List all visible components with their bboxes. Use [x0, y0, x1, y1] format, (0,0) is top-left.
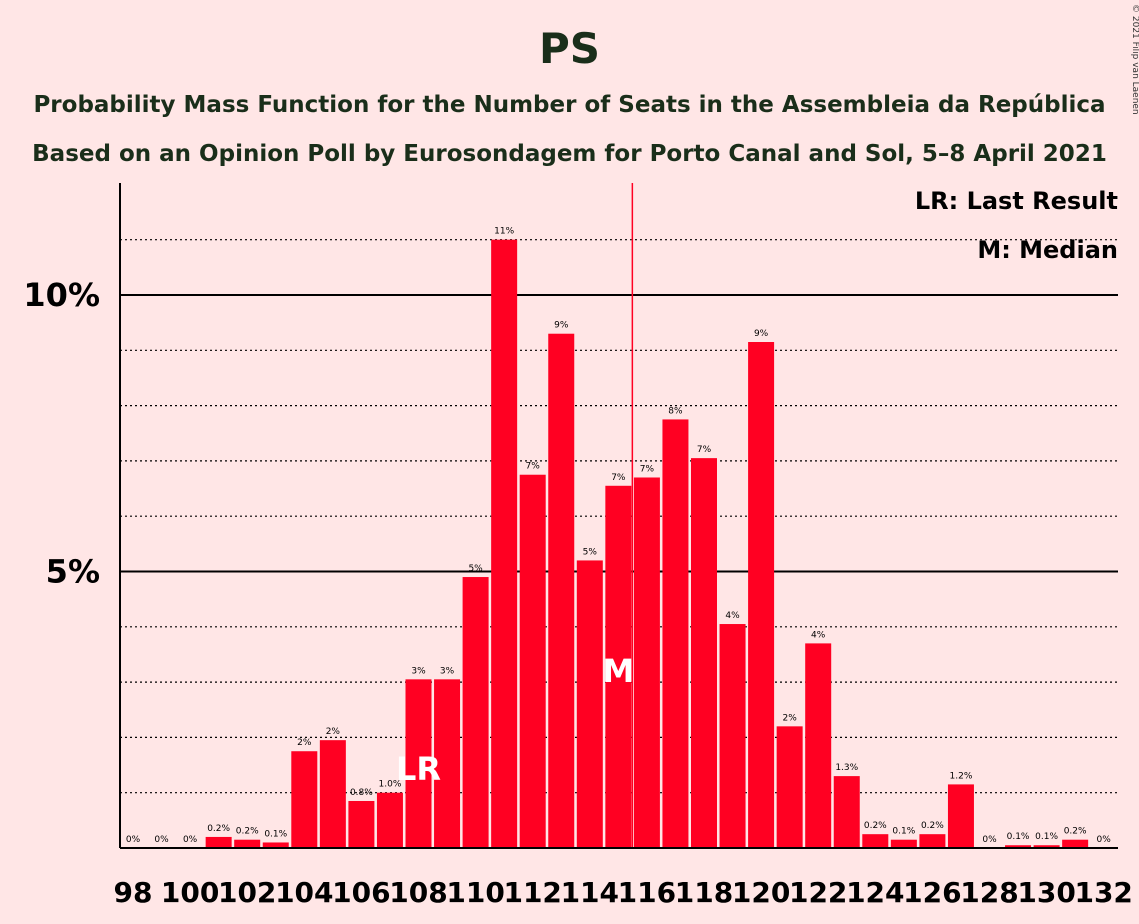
data-label-121: 2%	[783, 713, 798, 723]
data-label-112: 7%	[526, 462, 541, 472]
y-axis: 5% 10%	[23, 183, 121, 848]
bar-110	[462, 577, 489, 848]
data-label-132: 0%	[1097, 835, 1112, 845]
chart-subtitle-1: Probability Mass Function for the Number…	[33, 92, 1105, 118]
bar-101	[205, 836, 232, 848]
y-tick-label-10: 10%	[23, 276, 100, 314]
data-label-119: 4%	[725, 611, 740, 621]
data-label-100: 0%	[183, 835, 198, 845]
x-tick-label-114: 114	[561, 876, 619, 909]
bar-129	[1005, 845, 1032, 848]
data-label-129: 0.1%	[1007, 832, 1030, 842]
data-label-106: 0.8%	[350, 788, 373, 798]
data-label-120: 9%	[754, 329, 769, 339]
bar-116	[633, 477, 660, 848]
x-tick-label-124: 124	[846, 876, 904, 909]
bars	[205, 239, 1089, 849]
annotations: 0% 0% 0% 0.2% 0.2% 0.1% 2% 2% 0.8% 1.0% 3% 3% 5% 11% 7…	[126, 183, 1111, 848]
data-label-118: 7%	[697, 445, 712, 455]
x-tick-label-120: 120	[732, 876, 790, 909]
bar-125	[890, 839, 917, 848]
bar-111	[491, 239, 518, 848]
legend-last-result: LR: Last Result	[915, 187, 1118, 215]
data-label-124: 0.2%	[864, 821, 887, 831]
median-marker: M	[602, 652, 634, 690]
x-tick-label-118: 118	[675, 876, 733, 909]
chart-subtitle-2: Based on an Opinion Poll by Eurosondagem…	[32, 141, 1107, 167]
data-label-125: 0.1%	[892, 827, 915, 837]
x-tick-label-100: 100	[161, 876, 219, 909]
data-label-110: 5%	[468, 564, 483, 574]
x-tick-label-112: 112	[503, 876, 561, 909]
bar-117	[662, 419, 689, 848]
x-axis: 98 10010210410610811011211411611812012212…	[114, 847, 1133, 909]
bar-102	[234, 839, 261, 848]
bar-127	[947, 784, 974, 848]
bar-118	[691, 458, 717, 848]
data-label-113: 9%	[554, 321, 569, 331]
x-tick-label-104: 104	[275, 876, 333, 909]
data-label-122: 4%	[811, 630, 826, 640]
bar-119	[719, 624, 746, 848]
bar-121	[776, 726, 803, 848]
bar-107	[376, 792, 403, 848]
data-label-128: 0%	[982, 835, 997, 845]
bar-105	[319, 740, 346, 848]
bar-124	[862, 834, 889, 848]
x-tick-label-106: 106	[332, 876, 390, 909]
data-label-102: 0.2%	[236, 827, 259, 837]
x-tick-label-132: 132	[1074, 876, 1132, 909]
data-label-126: 0.2%	[921, 821, 944, 831]
data-label-115: 7%	[611, 473, 626, 483]
bar-109	[434, 679, 461, 848]
bar-123	[833, 776, 860, 848]
bar-103	[262, 842, 289, 848]
x-tick-label-108: 108	[389, 876, 447, 909]
bar-113	[548, 333, 575, 849]
bar-130	[1033, 845, 1060, 848]
data-label-99: 0%	[154, 835, 169, 845]
data-label-131: 0.2%	[1064, 827, 1087, 837]
bar-120	[748, 342, 775, 848]
data-label-101: 0.2%	[207, 824, 230, 834]
data-label-108: 3%	[411, 666, 426, 676]
copyright-notice: © 2021 Filip van Laenen	[1130, 4, 1139, 115]
data-label-127: 1.2%	[950, 771, 973, 781]
x-tick-label-116: 116	[618, 876, 676, 909]
last-result-marker: LR	[396, 750, 441, 788]
bar-122	[805, 643, 832, 848]
x-tick-label-102: 102	[218, 876, 276, 909]
data-label-109: 3%	[440, 666, 455, 676]
data-label-117: 8%	[668, 406, 683, 416]
bar-104	[291, 751, 318, 848]
x-tick-label-126: 126	[903, 876, 961, 909]
bar-112	[519, 474, 546, 848]
bar-108	[405, 679, 432, 848]
data-label-130: 0.1%	[1035, 832, 1058, 842]
x-tick-label-130: 130	[1017, 876, 1075, 909]
data-label-114: 5%	[583, 547, 598, 557]
data-label-98: 0%	[126, 835, 141, 845]
data-label-104: 2%	[297, 738, 312, 748]
x-tick-label-98: 98	[114, 876, 153, 909]
data-label-116: 7%	[640, 464, 655, 474]
x-tick-label-122: 122	[789, 876, 847, 909]
chart-title: PS	[539, 24, 600, 73]
legend-median: M: Median	[977, 236, 1118, 264]
bar-131	[1062, 839, 1089, 848]
data-label-105: 2%	[326, 727, 341, 737]
x-tick-label-128: 128	[960, 876, 1018, 909]
y-tick-label-5: 5%	[46, 553, 100, 591]
bar-114	[576, 560, 603, 848]
data-label-107: 1.0%	[379, 780, 402, 790]
bar-115	[605, 485, 632, 848]
data-label-111: 11%	[494, 227, 514, 237]
bar-106	[348, 800, 375, 848]
data-label-103: 0.1%	[264, 829, 287, 839]
x-tick-label-110: 110	[446, 876, 504, 909]
data-label-123: 1.3%	[835, 763, 858, 773]
bar-126	[919, 834, 946, 848]
